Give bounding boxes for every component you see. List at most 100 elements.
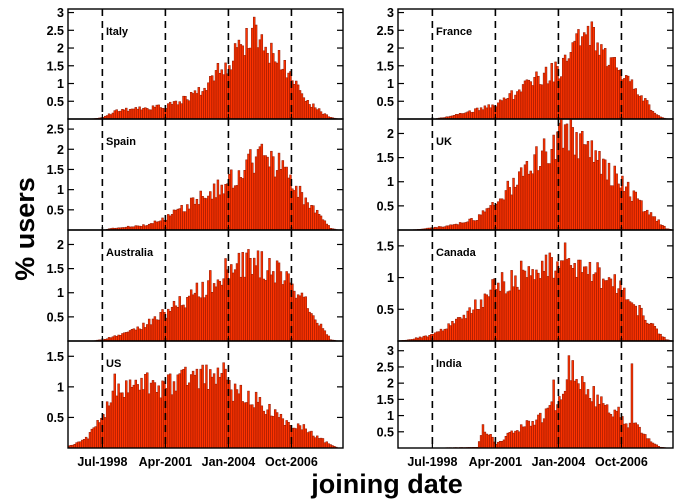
bar — [445, 328, 448, 342]
bar — [155, 392, 159, 449]
bar — [126, 331, 130, 342]
bar — [582, 266, 586, 342]
bar — [241, 45, 244, 120]
bar — [466, 310, 469, 342]
series-label: Canada — [436, 247, 477, 259]
bar — [596, 394, 599, 449]
bar — [458, 317, 462, 342]
y-tick-label: 1 — [387, 77, 394, 91]
bar — [607, 277, 611, 342]
bar — [209, 76, 212, 120]
bar — [533, 424, 536, 449]
bar — [178, 101, 181, 120]
bar — [186, 99, 189, 120]
bar — [525, 277, 529, 342]
bar — [516, 286, 519, 342]
bar — [260, 143, 264, 231]
bar — [602, 158, 605, 231]
bar — [199, 94, 202, 120]
bar — [134, 107, 137, 120]
bar — [321, 113, 325, 120]
bar — [634, 305, 637, 342]
bar — [653, 216, 657, 231]
bar — [258, 39, 262, 120]
bar — [144, 327, 147, 342]
bar — [167, 103, 170, 120]
bar — [588, 157, 592, 231]
y-tick-label: 1.5 — [377, 59, 394, 73]
bar — [209, 270, 212, 342]
bar — [314, 437, 317, 449]
bar — [218, 281, 222, 342]
bar — [468, 307, 471, 342]
bar — [249, 404, 252, 449]
bar — [230, 389, 233, 449]
bar — [161, 309, 164, 342]
bar — [191, 93, 195, 120]
bar — [182, 95, 185, 120]
bar — [518, 289, 521, 342]
bar — [287, 72, 290, 120]
bar — [214, 197, 218, 231]
bar — [151, 318, 155, 342]
bar — [321, 438, 325, 449]
bar — [529, 170, 532, 231]
bar — [142, 107, 145, 120]
bar — [628, 422, 632, 449]
bar — [584, 34, 588, 120]
bar — [178, 373, 181, 449]
bar — [277, 152, 281, 231]
bar — [241, 401, 244, 449]
bar — [283, 60, 286, 120]
y-tick-label: 0.5 — [377, 95, 394, 109]
bar — [540, 150, 544, 231]
bar — [159, 397, 162, 449]
bar — [628, 301, 632, 342]
bar — [306, 308, 309, 342]
bar — [193, 374, 197, 449]
bar — [230, 264, 233, 342]
bar — [594, 406, 597, 449]
bar — [149, 324, 153, 342]
bar — [514, 275, 517, 342]
bar — [533, 279, 536, 342]
bar — [126, 110, 130, 120]
panel-uk: 0.5 1 1.5 2 UK — [377, 118, 674, 231]
bar — [542, 271, 546, 342]
bar — [586, 274, 590, 342]
bar — [544, 66, 548, 120]
bar — [540, 260, 544, 342]
bar — [571, 127, 574, 231]
bar — [266, 52, 269, 120]
bar — [239, 276, 243, 342]
bar — [193, 203, 197, 231]
bar — [548, 252, 552, 342]
bar — [600, 173, 603, 231]
bar — [640, 432, 643, 449]
bar — [508, 432, 511, 449]
bar — [256, 401, 260, 449]
bar — [176, 307, 180, 342]
bar — [646, 322, 649, 342]
bar — [424, 335, 427, 342]
bar — [123, 397, 126, 449]
bar — [651, 111, 655, 120]
bar — [224, 258, 227, 342]
bar — [323, 113, 327, 120]
bar — [529, 425, 532, 449]
bar — [216, 179, 220, 231]
bar — [168, 101, 172, 120]
bar — [623, 78, 626, 120]
bar — [199, 297, 202, 342]
bar — [523, 426, 527, 449]
bar — [527, 173, 531, 231]
bar — [281, 68, 285, 120]
bar — [184, 307, 187, 342]
bar — [245, 28, 248, 120]
bar — [451, 321, 454, 342]
bar — [567, 150, 571, 231]
bar — [180, 305, 183, 342]
bar — [653, 112, 657, 120]
bar — [119, 392, 122, 449]
bar — [573, 154, 576, 231]
